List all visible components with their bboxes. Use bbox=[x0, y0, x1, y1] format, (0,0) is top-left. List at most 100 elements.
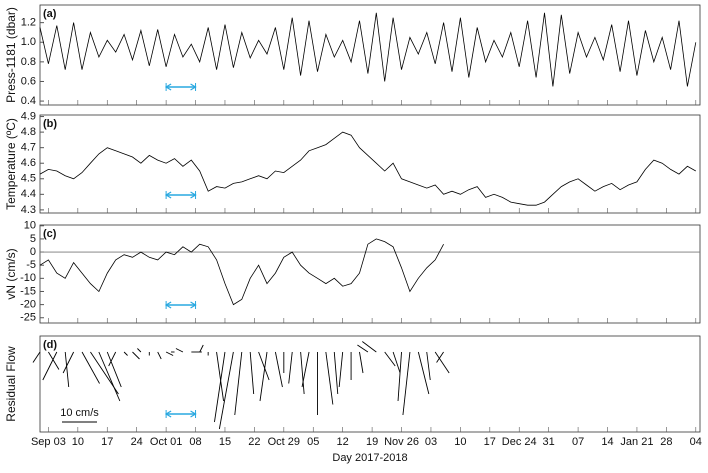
x-tick-label: 28 bbox=[660, 436, 672, 448]
flow-stick bbox=[218, 351, 234, 430]
x-tick-label: 10 bbox=[72, 436, 84, 448]
flow-stick bbox=[199, 344, 204, 353]
panel-frame bbox=[39, 224, 701, 324]
flow-stick bbox=[132, 351, 140, 360]
x-tick-label: Jan 21 bbox=[620, 436, 653, 448]
x-tick-label: 17 bbox=[101, 436, 113, 448]
flow-stick bbox=[137, 348, 142, 353]
x-tick-label: Nov 26 bbox=[384, 436, 419, 448]
y-tick-label: 1.2 bbox=[21, 17, 36, 29]
scale-bar-label: 10 cm/s bbox=[60, 407, 99, 419]
y-tick-label: 4.4 bbox=[21, 188, 36, 200]
panel-label: (d) bbox=[43, 339, 57, 351]
flow-stick bbox=[234, 351, 243, 416]
x-tick-label: Oct 01 bbox=[150, 436, 182, 448]
flow-stick bbox=[325, 351, 334, 405]
flow-stick bbox=[357, 344, 369, 353]
flow-stick bbox=[259, 351, 268, 402]
flow-stick bbox=[216, 351, 225, 402]
y-axis-label: Temperature (ºC) bbox=[4, 118, 18, 210]
data-line bbox=[39, 131, 696, 206]
x-tick-label: 07 bbox=[572, 436, 584, 448]
flow-stick bbox=[274, 351, 283, 388]
flow-stick bbox=[62, 351, 75, 374]
panel-frame bbox=[39, 4, 701, 106]
x-tick-label: Dec 24 bbox=[502, 436, 537, 448]
y-tick-label: 4.8 bbox=[21, 126, 36, 138]
flow-stick bbox=[384, 351, 396, 367]
flow-stick bbox=[108, 351, 117, 367]
flow-stick bbox=[362, 341, 377, 353]
flow-stick bbox=[338, 351, 344, 388]
flow-stick bbox=[214, 351, 226, 423]
y-tick-label: -10 bbox=[20, 272, 36, 284]
flow-stick bbox=[64, 351, 70, 388]
x-tick-label: 05 bbox=[307, 436, 319, 448]
y-axis-label: Press-1181 (dbar) bbox=[4, 7, 18, 103]
x-tick-label: 22 bbox=[248, 436, 260, 448]
panel-frame bbox=[39, 335, 701, 433]
y-tick-label: 0.8 bbox=[21, 56, 36, 68]
data-line bbox=[39, 238, 444, 306]
y-tick-label: -25 bbox=[20, 312, 36, 324]
flow-stick bbox=[434, 351, 450, 374]
y-tick-label: -15 bbox=[20, 285, 36, 297]
flow-stick bbox=[123, 351, 128, 356]
flow-stick bbox=[392, 351, 401, 374]
flow-stick bbox=[402, 351, 411, 416]
x-tick-label: 04 bbox=[690, 436, 702, 448]
x-tick-label: 24 bbox=[131, 436, 143, 448]
x-tick-label: 31 bbox=[543, 436, 555, 448]
flow-stick bbox=[300, 351, 305, 395]
x-tick-label: 19 bbox=[366, 436, 378, 448]
flow-stick bbox=[42, 351, 58, 381]
x-tick-label: 15 bbox=[219, 436, 231, 448]
flow-stick bbox=[436, 351, 444, 363]
flow-stick bbox=[32, 351, 41, 363]
flow-stick bbox=[397, 351, 402, 402]
flow-stick bbox=[81, 351, 100, 384]
y-tick-label: 0 bbox=[30, 246, 36, 258]
flow-stick bbox=[301, 351, 310, 388]
flow-stick bbox=[258, 351, 270, 381]
flow-stick bbox=[106, 351, 122, 388]
y-tick-label: 4.3 bbox=[21, 204, 36, 216]
y-tick-label: 0.6 bbox=[21, 75, 36, 87]
x-tick-label: 08 bbox=[189, 436, 201, 448]
x-tick-label: 12 bbox=[337, 436, 349, 448]
x-tick-label: 10 bbox=[454, 436, 466, 448]
flow-stick bbox=[426, 351, 431, 381]
y-tick-label: 1.0 bbox=[21, 36, 36, 48]
flow-stick bbox=[98, 351, 121, 402]
x-tick-label: 17 bbox=[484, 436, 496, 448]
y-tick-label: 10 bbox=[24, 220, 36, 232]
y-tick-label: 0.4 bbox=[21, 95, 36, 107]
panel-label: (a) bbox=[43, 8, 57, 20]
x-tick-label: Oct 29 bbox=[268, 436, 300, 448]
data-line bbox=[39, 12, 697, 87]
y-axis-label: vN (cm/s) bbox=[4, 248, 18, 299]
y-tick-label: 4.6 bbox=[21, 157, 36, 169]
flow-stick bbox=[157, 351, 162, 360]
x-tick-label: 14 bbox=[601, 436, 613, 448]
y-tick-label: 4.5 bbox=[21, 173, 36, 185]
x-tick-label: 03 bbox=[425, 436, 437, 448]
y-tick-label: -5 bbox=[26, 259, 36, 271]
x-axis-label: Day 2017-2018 bbox=[332, 452, 407, 464]
y-axis-label: Residual Flow bbox=[4, 346, 18, 422]
panel-label: (b) bbox=[43, 118, 57, 130]
y-tick-label: 4.7 bbox=[21, 142, 36, 154]
flow-stick bbox=[48, 351, 60, 370]
flow-stick bbox=[288, 351, 293, 384]
x-tick-label: Sep 03 bbox=[31, 436, 66, 448]
flow-stick bbox=[359, 351, 364, 374]
flow-stick bbox=[249, 351, 255, 395]
panel-label: (c) bbox=[43, 228, 57, 240]
y-tick-label: -20 bbox=[20, 299, 36, 311]
flow-stick bbox=[175, 348, 184, 353]
flow-stick bbox=[417, 351, 430, 395]
flow-stick bbox=[165, 351, 174, 356]
flow-stick bbox=[333, 351, 339, 395]
y-tick-label: 4.9 bbox=[21, 110, 36, 122]
